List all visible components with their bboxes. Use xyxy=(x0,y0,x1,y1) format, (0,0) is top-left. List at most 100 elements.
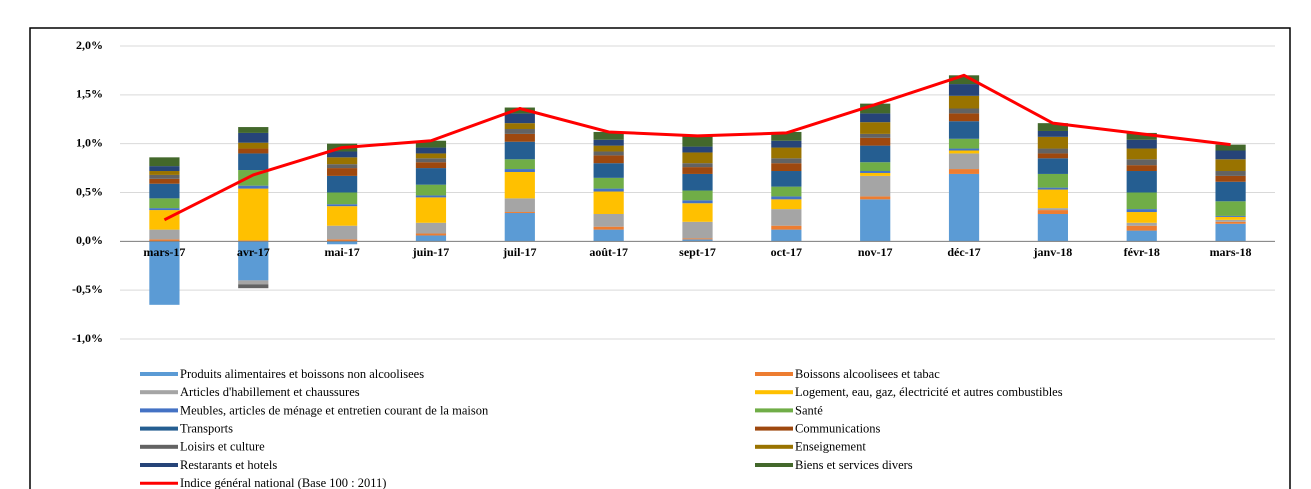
bar-segment xyxy=(771,158,802,164)
legend-label: Restarants et hotels xyxy=(180,458,277,472)
bar-segment xyxy=(504,212,535,214)
bar-segment xyxy=(415,162,447,169)
legend-swatch xyxy=(755,390,793,395)
legend-label: Biens et services divers xyxy=(795,458,913,472)
bar-segment xyxy=(504,159,535,170)
legend-swatch xyxy=(755,463,793,467)
bar-segment xyxy=(1037,210,1068,214)
legend-swatch xyxy=(755,444,793,449)
bar-segment xyxy=(860,162,891,172)
bar-segment xyxy=(771,140,802,148)
bar-segment xyxy=(948,108,980,114)
bar-segment xyxy=(504,213,535,242)
bar-segment xyxy=(415,222,447,234)
bar-segment xyxy=(771,225,802,230)
bar-segment xyxy=(1037,173,1068,188)
bar-segment xyxy=(682,200,713,204)
bar-segment xyxy=(149,166,180,172)
y-tick-label: 2,0% xyxy=(76,38,103,52)
bar-segment xyxy=(149,239,180,242)
bar-segment xyxy=(149,157,180,167)
bar-segment xyxy=(1126,132,1157,140)
y-tick-label: 0,5% xyxy=(76,184,103,198)
bar-segment xyxy=(771,147,802,159)
bar-segment xyxy=(771,199,802,210)
bar-segment xyxy=(238,188,269,241)
bar-segment xyxy=(415,233,447,236)
legend-label: Articles d'habillement et chaussures xyxy=(180,385,360,399)
bar-segment xyxy=(149,183,180,199)
bar-segment xyxy=(593,229,624,242)
bar-segment xyxy=(1126,171,1157,193)
bar-segment xyxy=(327,225,358,240)
bar-segment xyxy=(860,137,891,146)
bar-segment xyxy=(504,141,535,160)
bar-segment xyxy=(1037,208,1068,211)
bar-segment xyxy=(682,203,713,222)
bar-segment xyxy=(771,196,802,200)
bar-segment xyxy=(593,191,624,214)
bar-segment xyxy=(682,163,713,168)
x-tick-label: févr-18 xyxy=(1124,245,1160,259)
bar-segment xyxy=(1037,153,1068,159)
bar-segment xyxy=(948,121,980,139)
x-tick-label: nov-17 xyxy=(858,245,893,259)
bar-segment xyxy=(504,129,535,134)
legend-swatch xyxy=(755,426,793,431)
legend-label: Produits alimentaires et boissons non al… xyxy=(180,367,424,381)
bar-segment xyxy=(327,239,358,242)
bar-segment xyxy=(682,190,713,201)
bar-segment xyxy=(1215,216,1246,220)
bar-segment xyxy=(149,229,180,240)
bar-segment xyxy=(860,122,891,134)
bar-segment xyxy=(1215,181,1246,202)
bar-segment xyxy=(1215,219,1246,222)
bar-segment xyxy=(948,113,980,122)
bar-segment xyxy=(771,163,802,172)
bar-segment xyxy=(948,84,980,96)
bar-segment xyxy=(1037,158,1068,174)
bar-segment xyxy=(682,152,713,164)
index-line xyxy=(163,73,1231,222)
bar-segment xyxy=(1126,222,1157,226)
bar-segment xyxy=(682,238,713,240)
bar-segment xyxy=(1126,139,1157,149)
bar-segment xyxy=(948,138,980,149)
bar-segment xyxy=(504,171,535,199)
y-tick-label: 1,5% xyxy=(76,87,103,101)
bar-segment xyxy=(149,198,180,209)
bar-segment xyxy=(415,197,447,223)
bar-segment xyxy=(327,164,358,169)
bar-segment xyxy=(860,113,891,123)
legend-swatch xyxy=(140,426,178,431)
bar-segment xyxy=(1215,159,1246,172)
x-tick-label: mars-18 xyxy=(1210,245,1252,259)
bar-segment xyxy=(1037,130,1068,137)
legend-label: Communications xyxy=(795,421,881,435)
bar-segment xyxy=(682,167,713,174)
bar-segment xyxy=(860,199,891,242)
bar-segment xyxy=(415,147,447,154)
bar-segment xyxy=(860,103,891,114)
bar-segment xyxy=(149,171,180,175)
bar-segment xyxy=(948,169,980,174)
legend-label: Indice général national (Base 100 : 2011… xyxy=(180,476,386,489)
bar-segment xyxy=(948,75,980,85)
y-tick-label: -1,0% xyxy=(72,331,103,345)
legend-swatch xyxy=(755,372,793,376)
bar-segment xyxy=(327,168,358,176)
bar-segment xyxy=(860,145,891,163)
bar-segment xyxy=(1215,215,1246,217)
legend-label: Santé xyxy=(795,403,823,417)
bar-segment xyxy=(504,123,535,130)
bar-segment xyxy=(771,186,802,197)
bar-segment xyxy=(860,196,891,200)
bar-segment xyxy=(327,204,358,207)
y-tick-label: 1,0% xyxy=(76,135,103,149)
bar-segment xyxy=(1126,225,1157,231)
y-tick-label: -0,5% xyxy=(72,282,103,296)
bar-segment xyxy=(593,188,624,192)
bar-segment xyxy=(593,226,624,230)
bar-segment xyxy=(415,184,447,196)
legend-swatch xyxy=(140,390,178,395)
